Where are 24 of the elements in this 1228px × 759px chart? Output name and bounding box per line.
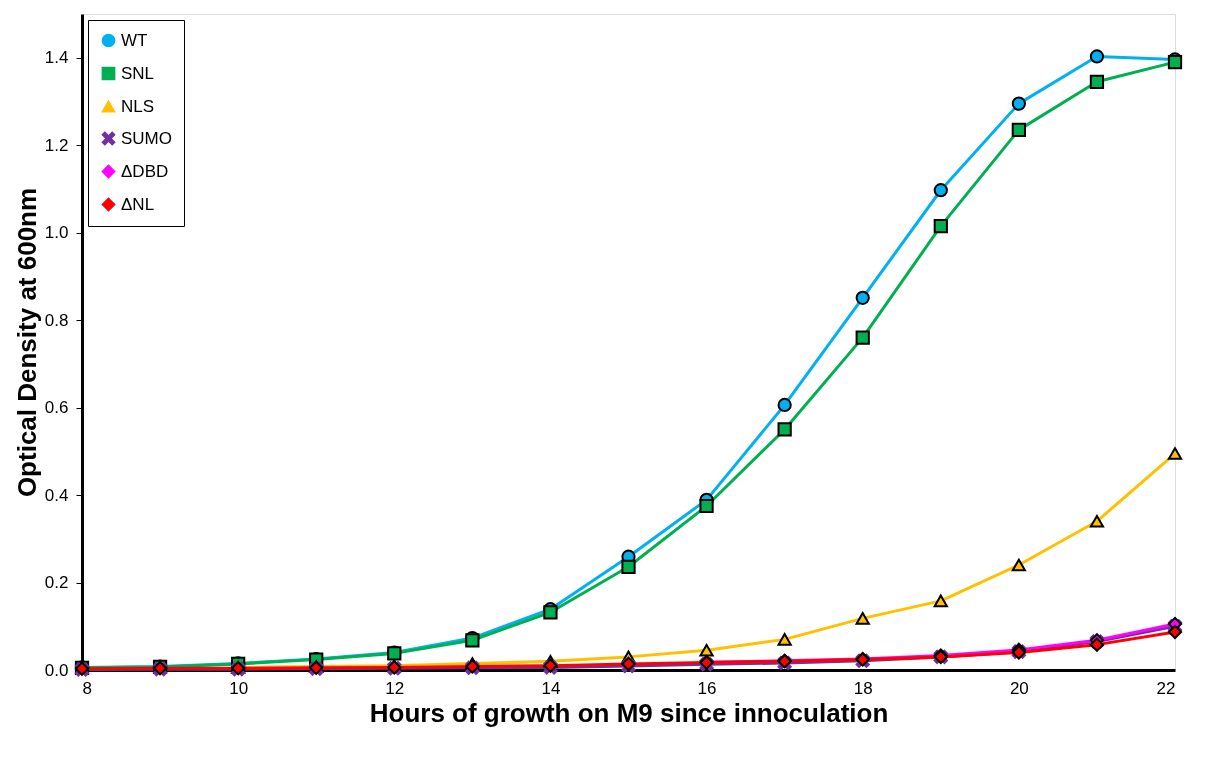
y-axis-title: Optical Density at 600nm [11, 187, 42, 498]
x-tick-label: 16 [697, 678, 717, 698]
x-tick-label: 22 [1156, 678, 1176, 698]
legend-label: ΔDBD [121, 161, 169, 181]
y-tick-label: 0.4 [44, 485, 69, 505]
x-axis-title: Hours of growth on M9 since innoculation [369, 697, 889, 728]
x-tick-label: 10 [229, 678, 249, 698]
legend-label: ΔNL [121, 194, 155, 214]
x-tick-label: 18 [853, 678, 873, 698]
x-tick-label: 8 [82, 678, 92, 698]
x-tick-label: 12 [385, 678, 405, 698]
x-tick-label: 20 [1009, 678, 1029, 698]
y-tick-label: 1.4 [44, 48, 69, 68]
y-tick-label: 0.2 [44, 573, 69, 593]
legend-label: WT [121, 30, 148, 50]
y-tick-label: 0.6 [44, 398, 69, 418]
legend-label: SUMO [121, 128, 172, 148]
x-tick-label: 14 [541, 678, 561, 698]
legend-label: SNL [121, 63, 155, 83]
legend-label: NLS [121, 96, 155, 116]
y-tick-label: 1.2 [44, 135, 69, 155]
y-tick-label: 0.0 [44, 660, 69, 680]
y-tick-label: 0.8 [44, 310, 69, 330]
y-tick-label: 1.0 [44, 223, 69, 243]
